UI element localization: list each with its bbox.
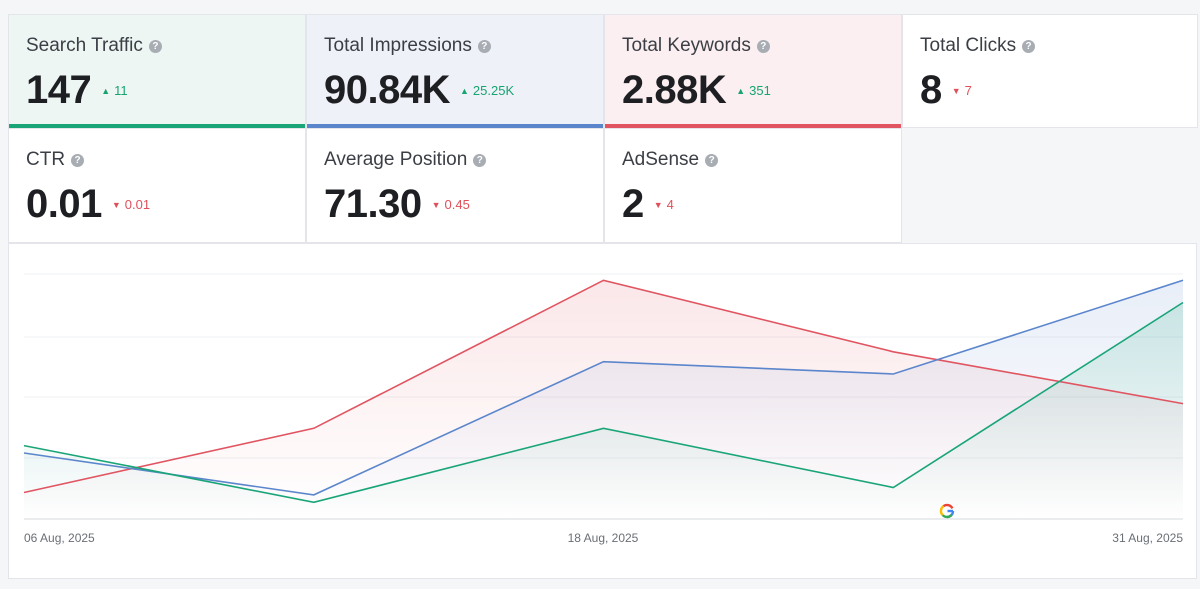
line-chart: 06 Aug, 2025 18 Aug, 2025 31 Aug, 2025	[23, 273, 1184, 545]
metric-delta: ▼ 0.45	[431, 197, 470, 212]
metric-delta: ▲ 351	[736, 83, 771, 98]
traffic-chart: 06 Aug, 2025 18 Aug, 2025 31 Aug, 2025	[8, 243, 1197, 579]
help-icon[interactable]: ?	[477, 40, 491, 53]
help-icon[interactable]: ?	[473, 154, 487, 167]
chart-lines	[23, 279, 1184, 504]
metric-delta: ▲ 11	[101, 83, 128, 98]
metric-value: 71.30 ▼ 0.45	[324, 182, 470, 226]
arrow-down-icon: ▼	[951, 86, 961, 96]
arrow-down-icon: ▼	[431, 200, 441, 210]
metric-accent-bar	[9, 124, 305, 128]
x-tick-label: 06 Aug, 2025	[24, 531, 95, 545]
metric-delta: ▼ 4	[653, 197, 674, 212]
metric-card-total-impressions[interactable]: Total Impressions? 90.84K ▲ 25.25K	[306, 14, 604, 128]
metric-value: 90.84K ▲ 25.25K	[324, 68, 515, 112]
help-icon[interactable]: ?	[705, 154, 719, 167]
metric-delta: ▼ 0.01	[111, 197, 151, 212]
arrow-down-icon: ▼	[653, 200, 663, 210]
metric-card-ctr[interactable]: CTR? 0.01 ▼ 0.01	[8, 128, 306, 243]
help-icon[interactable]: ?	[71, 154, 85, 167]
metric-delta: ▲ 25.25K	[459, 83, 515, 98]
metric-label: Total Impressions?	[324, 35, 491, 57]
series-area	[24, 302, 1183, 519]
metric-card-adsense[interactable]: AdSense? 2 ▼ 4	[604, 128, 902, 243]
metric-accent-bar	[307, 124, 603, 128]
arrow-down-icon: ▼	[111, 200, 121, 210]
metric-label: Average Position?	[324, 149, 487, 171]
series-area	[24, 280, 1183, 519]
metric-label: Total Clicks?	[920, 35, 1036, 57]
arrow-up-icon: ▲	[459, 86, 469, 96]
metric-label: CTR?	[26, 149, 85, 171]
metric-label: Search Traffic?	[26, 35, 162, 57]
metric-card-total-keywords[interactable]: Total Keywords? 2.88K ▲ 351	[604, 14, 902, 128]
chart-areas	[24, 280, 1183, 519]
x-tick-label: 31 Aug, 2025	[1112, 531, 1183, 545]
metric-label: Total Keywords?	[622, 35, 770, 57]
arrow-up-icon: ▲	[101, 86, 111, 96]
metric-value: 147 ▲ 11	[26, 68, 128, 112]
metric-label: AdSense?	[622, 149, 719, 171]
google-icon	[939, 503, 955, 519]
x-tick-label: 18 Aug, 2025	[568, 531, 639, 545]
series-line	[23, 301, 1184, 504]
help-icon[interactable]: ?	[756, 40, 770, 53]
metric-value: 2.88K ▲ 351	[622, 68, 771, 112]
metric-accent-bar	[605, 124, 901, 128]
help-icon[interactable]: ?	[1022, 40, 1036, 53]
metric-delta: ▼ 7	[951, 83, 972, 98]
metric-card-total-clicks[interactable]: Total Clicks? 8 ▼ 7	[902, 14, 1198, 128]
help-icon[interactable]: ?	[148, 40, 162, 53]
metric-card-average-position[interactable]: Average Position? 71.30 ▼ 0.45	[306, 128, 604, 243]
metric-card-search-traffic[interactable]: Search Traffic? 147 ▲ 11	[8, 14, 306, 128]
metric-value: 0.01 ▼ 0.01	[26, 182, 151, 226]
series-line	[23, 279, 1184, 496]
metric-value: 8 ▼ 7	[920, 68, 972, 112]
metric-value: 2 ▼ 4	[622, 182, 674, 226]
arrow-up-icon: ▲	[736, 86, 746, 96]
series-line	[23, 279, 1184, 494]
